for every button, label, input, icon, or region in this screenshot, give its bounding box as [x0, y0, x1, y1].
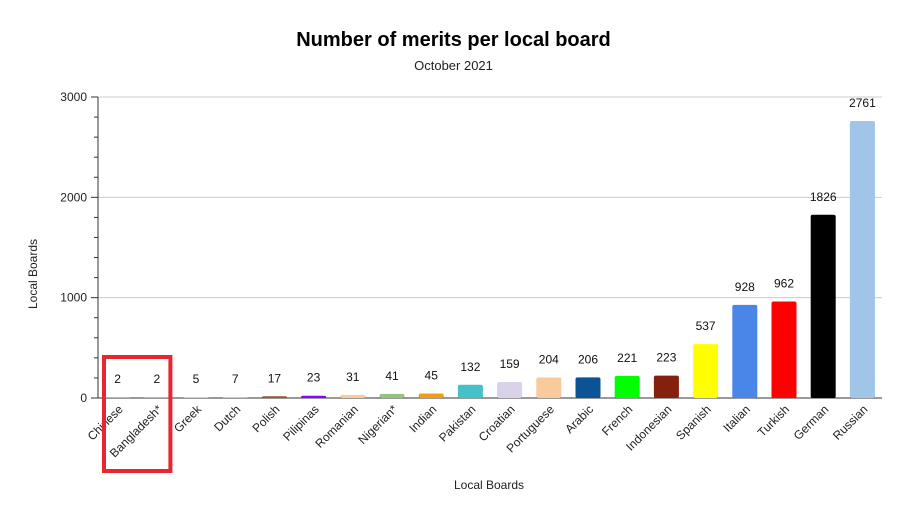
bar [144, 397, 170, 398]
data-label: 23 [307, 371, 321, 385]
x-tick-label: German [791, 402, 832, 443]
bar [536, 377, 562, 398]
data-label: 41 [385, 369, 399, 383]
bar [732, 304, 758, 398]
x-tick-label: Dutch [211, 402, 243, 434]
bar [693, 344, 719, 398]
x-tick-label: Spanish [673, 402, 714, 443]
y-tick-label: 2000 [60, 190, 87, 204]
y-axis: 0 1000 2000 3000 [60, 90, 99, 405]
x-tick-label: Arabic [562, 402, 596, 436]
x-tick-label: Indian [406, 402, 439, 435]
data-label: 1826 [810, 190, 837, 204]
bar [340, 394, 366, 398]
bar [105, 397, 131, 398]
gridlines [98, 96, 882, 399]
chart-title: Number of merits per local board [296, 29, 611, 51]
bar [418, 393, 444, 398]
bar [379, 393, 405, 398]
value-labels: 2 2 5 7 17 23 31 41 45 132 159 204 206 221 223 537 928 96… [114, 96, 876, 386]
bar [575, 377, 601, 398]
data-label: 31 [346, 370, 360, 384]
bar [849, 120, 875, 398]
x-tick-label: Pakistan [436, 402, 478, 444]
bar [497, 382, 523, 398]
data-label: 223 [656, 351, 676, 365]
highlight-box [102, 355, 173, 473]
data-label: 17 [268, 371, 282, 385]
data-label: 206 [578, 352, 598, 366]
x-tick-label: Polish [250, 402, 283, 435]
data-label: 221 [617, 351, 637, 365]
y-tick-label: 0 [80, 391, 87, 405]
y-axis-title: Local Boards [26, 239, 40, 309]
bar [183, 397, 209, 398]
x-tick-label: Turkish [755, 402, 792, 439]
bar [222, 397, 248, 398]
y-tick-label: 3000 [60, 90, 87, 104]
data-label: 962 [774, 276, 794, 290]
y-tick-label: 1000 [60, 291, 87, 305]
bar [301, 395, 327, 398]
bar [614, 375, 640, 398]
x-tick-label: Italian [720, 402, 753, 435]
x-tick-label: Russian [830, 402, 871, 443]
data-label: 2 [114, 372, 121, 386]
chart-subtitle: October 2021 [414, 58, 493, 73]
data-label: 2 [153, 372, 160, 386]
data-label: 5 [193, 372, 200, 386]
bar [771, 301, 797, 398]
data-label: 2761 [849, 96, 876, 110]
bar [653, 375, 679, 398]
bar [261, 396, 287, 398]
data-label: 132 [460, 360, 480, 374]
x-tick-label: Greek [171, 402, 205, 436]
x-axis-title: Local Boards [454, 478, 524, 492]
data-label: 204 [539, 353, 559, 367]
bars [105, 120, 875, 398]
data-label: 537 [696, 319, 716, 333]
data-label: 45 [425, 368, 439, 382]
data-label: 928 [735, 280, 755, 294]
x-tick-label: Romanian [312, 402, 361, 451]
x-tick-label: French [599, 402, 635, 438]
x-tick-label: Nigerian* [355, 402, 400, 447]
data-label: 159 [500, 357, 520, 371]
bar [810, 214, 836, 398]
bar [457, 384, 483, 398]
data-label: 7 [232, 372, 239, 386]
